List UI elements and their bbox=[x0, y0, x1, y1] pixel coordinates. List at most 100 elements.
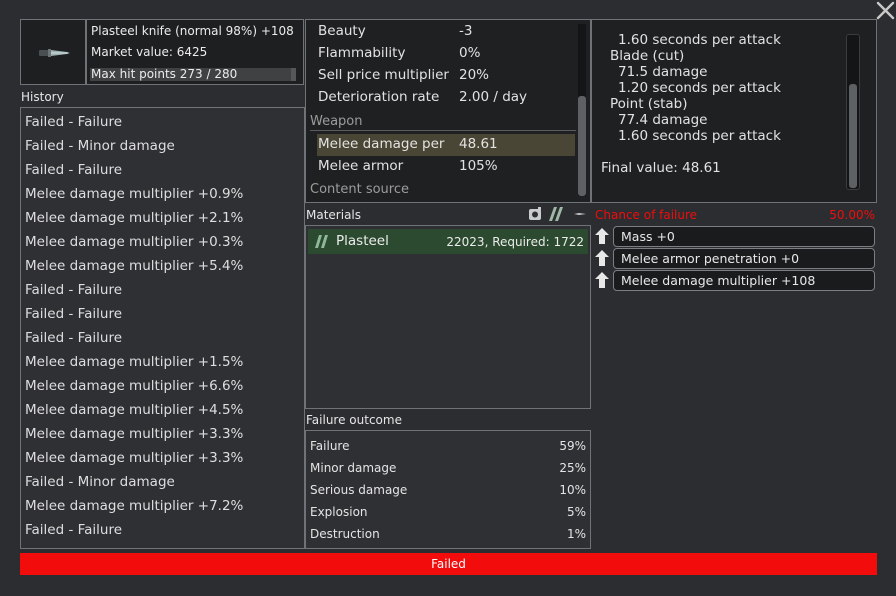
item-info-panel: Plasteel knife (normal 98%) +108 Market … bbox=[86, 19, 304, 85]
materials-title: Materials bbox=[306, 208, 362, 222]
explanation-line: 1.20 seconds per attack bbox=[618, 80, 781, 96]
hit-points-bar-fill bbox=[90, 68, 291, 81]
outcome-value: 5% bbox=[566, 505, 586, 519]
plasteel-icon[interactable] bbox=[547, 205, 567, 223]
explanation-line: Blade (cut) bbox=[610, 48, 685, 64]
modifier-label: Melee armor penetration +0 bbox=[621, 251, 800, 266]
stat-label: Sell price multiplier bbox=[318, 67, 449, 83]
outcome-label: Explosion bbox=[310, 505, 368, 519]
outcome-value: 59% bbox=[559, 439, 586, 453]
stat-row[interactable]: Deterioration rate 2.00 / day bbox=[317, 87, 575, 109]
chance-value: 50.00% bbox=[829, 208, 875, 222]
arrow-up-icon[interactable] bbox=[594, 249, 610, 267]
outcome-value: 1% bbox=[566, 527, 586, 541]
explanation-line: 1.60 seconds per attack bbox=[618, 128, 781, 144]
arrow-up-icon[interactable] bbox=[594, 227, 610, 245]
history-item: Failed - Failure bbox=[25, 522, 123, 538]
explanation-line: 71.5 damage bbox=[618, 64, 708, 80]
outcome-value: 25% bbox=[559, 461, 586, 475]
outcome-row: Failure 59% bbox=[310, 437, 586, 457]
material-select-icon[interactable] bbox=[527, 206, 543, 222]
stat-label: Melee damage per bbox=[318, 136, 445, 152]
item-icon-box bbox=[20, 19, 86, 85]
knife-icon bbox=[39, 49, 70, 57]
history-item: Failed - Failure bbox=[25, 282, 123, 298]
outcome-row: Explosion 5% bbox=[310, 503, 586, 523]
outcome-label: Destruction bbox=[310, 527, 380, 541]
status-bar: Failed bbox=[20, 553, 877, 575]
stat-value: 20% bbox=[459, 67, 490, 83]
history-title: History bbox=[21, 90, 64, 104]
stat-value: -3 bbox=[459, 23, 473, 39]
stats-scrollbar-thumb[interactable] bbox=[578, 96, 586, 196]
modifier-armor-penetration[interactable]: Melee armor penetration +0 bbox=[613, 248, 875, 269]
item-name: Plasteel knife (normal 98%) +108 bbox=[91, 24, 294, 38]
history-item: Melee damage multiplier +7.2% bbox=[25, 498, 244, 514]
chance-label: Chance of failure bbox=[595, 208, 698, 222]
stat-value: 0% bbox=[459, 45, 481, 61]
modifier-label: Mass +0 bbox=[621, 229, 675, 244]
stat-label: Beauty bbox=[318, 23, 366, 39]
material-amount: 22023, Required: 1722 bbox=[446, 235, 584, 249]
history-item: Melee damage multiplier +4.5% bbox=[25, 402, 244, 418]
stat-value: 2.00 / day bbox=[459, 89, 528, 105]
history-item: Melee damage multiplier +0.9% bbox=[25, 186, 244, 202]
history-item: Melee damage multiplier +3.3% bbox=[25, 450, 244, 466]
history-item: Melee damage multiplier +6.6% bbox=[25, 378, 244, 394]
history-item: Failed - Failure bbox=[25, 114, 123, 130]
explanation-line: 77.4 damage bbox=[618, 112, 708, 128]
history-item: Failed - Failure bbox=[25, 306, 123, 322]
material-name: Plasteel bbox=[336, 233, 389, 249]
explanation-line: Point (stab) bbox=[610, 96, 688, 112]
outcome-row: Destruction 1% bbox=[310, 525, 586, 545]
modifier-melee-damage[interactable]: Melee damage multiplier +108 bbox=[613, 270, 875, 291]
history-item: Melee damage multiplier +5.4% bbox=[25, 258, 244, 274]
history-list[interactable]: Failed - Failure Failed - Minor damage Fai… bbox=[20, 107, 305, 549]
modifier-label: Melee damage multiplier +108 bbox=[621, 273, 816, 288]
modifier-mass[interactable]: Mass +0 bbox=[613, 226, 875, 247]
materials-list[interactable]: Plasteel 22023, Required: 1722 bbox=[305, 225, 591, 409]
stat-label: Deterioration rate bbox=[318, 89, 440, 105]
history-item: Melee damage multiplier +1.5% bbox=[25, 354, 244, 370]
status-text: Failed bbox=[431, 557, 466, 571]
outcome-label: Serious damage bbox=[310, 483, 408, 497]
close-icon[interactable] bbox=[874, 0, 896, 22]
history-item: Failed - Failure bbox=[25, 330, 123, 346]
failure-outcome-table: Failure 59% Minor damage 25% Serious damag… bbox=[305, 430, 591, 549]
weapon-stat-row[interactable]: Melee armor 105% bbox=[317, 156, 575, 178]
history-item: Failed - Failure bbox=[25, 162, 123, 178]
hit-points-label: Max hit points 273 / 280 bbox=[91, 67, 238, 81]
hit-points-bar: Max hit points 273 / 280 bbox=[90, 67, 296, 81]
explanation-scrollbar-thumb[interactable] bbox=[849, 84, 857, 188]
outcome-row: Minor damage 25% bbox=[310, 459, 586, 479]
history-item: Failed - Minor damage bbox=[25, 138, 175, 154]
history-item: Melee damage multiplier +0.3% bbox=[25, 234, 244, 250]
outcome-title: Failure outcome bbox=[306, 413, 402, 427]
history-item: Melee damage multiplier +3.3% bbox=[25, 426, 244, 442]
stat-value: 48.61 bbox=[459, 136, 498, 152]
history-item: Melee damage multiplier +2.1% bbox=[25, 210, 244, 226]
outcome-label: Failure bbox=[310, 439, 350, 453]
weapon-stat-row[interactable]: Melee damage per 48.61 bbox=[317, 134, 575, 156]
knife-small-icon bbox=[574, 213, 586, 215]
section-content-source: Content source bbox=[310, 182, 410, 197]
section-weapon: Weapon bbox=[310, 114, 363, 129]
stats-panel[interactable]: Beauty -3 Flammability 0% Sell price multipl… bbox=[305, 19, 591, 203]
arrow-up-icon[interactable] bbox=[594, 271, 610, 289]
stat-row[interactable]: Sell price multiplier 20% bbox=[317, 65, 575, 87]
final-value: Final value: 48.61 bbox=[601, 160, 721, 176]
plasteel-icon bbox=[315, 235, 328, 248]
explanation-panel[interactable]: 1.60 seconds per attack Blade (cut) 71.5… bbox=[591, 19, 877, 203]
section-divider bbox=[310, 130, 576, 131]
outcome-label: Minor damage bbox=[310, 461, 397, 475]
stat-label: Flammability bbox=[318, 45, 406, 61]
outcome-value: 10% bbox=[559, 483, 586, 497]
material-row[interactable]: Plasteel 22023, Required: 1722 bbox=[308, 229, 588, 254]
stat-row[interactable]: Beauty -3 bbox=[317, 21, 575, 43]
stat-row[interactable]: Flammability 0% bbox=[317, 43, 575, 65]
outcome-row: Serious damage 10% bbox=[310, 481, 586, 501]
stat-value: 105% bbox=[459, 158, 498, 174]
stat-label: Melee armor bbox=[318, 158, 404, 174]
item-market-value: Market value: 6425 bbox=[91, 45, 208, 59]
history-item: Failed - Minor damage bbox=[25, 474, 175, 490]
